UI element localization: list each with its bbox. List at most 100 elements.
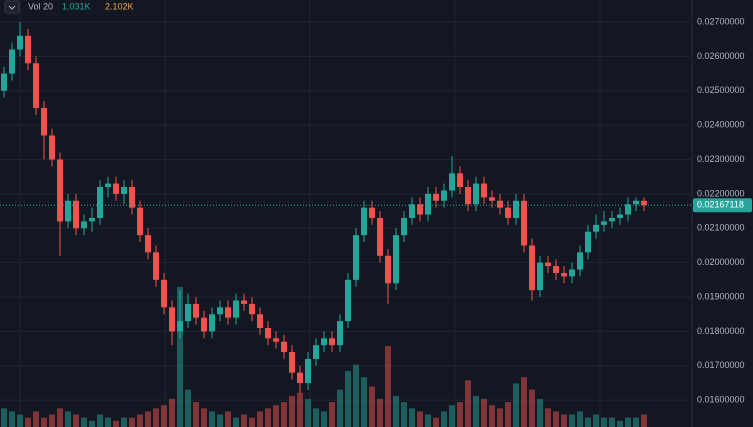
volume-bar bbox=[641, 414, 647, 427]
volume-bar bbox=[457, 402, 463, 427]
volume-bar bbox=[449, 405, 455, 427]
candle-body bbox=[193, 303, 199, 318]
volume-bar bbox=[577, 411, 583, 427]
candle-body bbox=[297, 372, 303, 383]
volume-bar bbox=[281, 402, 287, 427]
volume-bar bbox=[593, 414, 599, 427]
volume-bar bbox=[209, 411, 215, 427]
volume-bar bbox=[257, 411, 263, 427]
volume-bar bbox=[625, 417, 631, 427]
volume-bar bbox=[393, 395, 399, 427]
candle-body bbox=[145, 235, 151, 253]
volume-bar bbox=[273, 405, 279, 427]
candle-body bbox=[521, 200, 527, 246]
candle-body bbox=[217, 307, 223, 315]
candle-body bbox=[481, 183, 487, 198]
candle-body bbox=[185, 303, 191, 322]
volume-bar bbox=[585, 417, 591, 427]
candle-body bbox=[609, 217, 615, 222]
volume-bar bbox=[121, 417, 127, 427]
candle-body bbox=[497, 200, 503, 208]
candle-body bbox=[505, 207, 511, 218]
candle-body bbox=[353, 235, 359, 280]
candle-body bbox=[121, 187, 127, 194]
volume-bar bbox=[633, 417, 639, 427]
candle-body bbox=[577, 252, 583, 270]
candle-body bbox=[129, 187, 135, 208]
y-tick-label: 0.02000000 bbox=[697, 257, 745, 267]
volume-bar bbox=[233, 417, 239, 427]
volume-bar bbox=[601, 417, 607, 427]
candle-body bbox=[9, 49, 15, 74]
volume-bar bbox=[297, 392, 303, 427]
candle-body bbox=[257, 314, 263, 328]
candle-body bbox=[81, 221, 87, 229]
y-tick-label: 0.02400000 bbox=[697, 120, 745, 130]
y-tick-label: 0.02500000 bbox=[697, 85, 745, 95]
candle-body bbox=[273, 338, 279, 342]
candle-body bbox=[265, 327, 271, 339]
last-price-label: 0.02167118 bbox=[697, 200, 744, 210]
candle-body bbox=[537, 262, 543, 291]
volume-bar bbox=[129, 417, 135, 427]
volume-bar bbox=[33, 411, 39, 427]
volume-bar bbox=[241, 414, 247, 427]
volume-bar bbox=[521, 377, 527, 427]
candle-body bbox=[97, 187, 103, 218]
volume-bar bbox=[49, 414, 55, 427]
volume-bar bbox=[97, 414, 103, 427]
candle-body bbox=[49, 135, 55, 160]
volume-bar bbox=[529, 389, 535, 427]
volume-bar bbox=[617, 420, 623, 427]
volume-bar bbox=[217, 414, 223, 427]
candle-body bbox=[89, 217, 95, 222]
candle-body bbox=[561, 272, 567, 277]
volume-bar bbox=[489, 405, 495, 427]
candle-body bbox=[425, 193, 431, 215]
candle-body bbox=[449, 173, 455, 191]
volume-bar bbox=[441, 411, 447, 427]
collapse-button[interactable] bbox=[4, 0, 20, 14]
volume-bar bbox=[353, 364, 359, 427]
volume-bar bbox=[305, 399, 311, 427]
candle-body bbox=[417, 204, 423, 215]
volume-bar bbox=[169, 399, 175, 427]
candle-body bbox=[169, 307, 175, 332]
candle-body bbox=[393, 235, 399, 284]
candle-body bbox=[369, 207, 375, 218]
candle-body bbox=[441, 190, 447, 201]
candle-body bbox=[281, 341, 287, 353]
y-tick-label: 0.02200000 bbox=[697, 188, 745, 198]
candle-body bbox=[209, 314, 215, 332]
chevron-icon bbox=[8, 5, 16, 10]
volume-bar bbox=[425, 414, 431, 427]
legend-title: Vol 20 bbox=[28, 1, 53, 11]
volume-bar bbox=[561, 414, 567, 427]
volume-bar bbox=[193, 402, 199, 427]
candle-body bbox=[345, 279, 351, 322]
candle-body bbox=[465, 187, 471, 205]
volume-bar bbox=[81, 417, 87, 427]
candle-body bbox=[625, 204, 631, 215]
y-tick-label: 0.01800000 bbox=[697, 326, 745, 336]
volume-bar bbox=[505, 402, 511, 427]
last-price-box bbox=[693, 198, 752, 213]
volume-bar bbox=[417, 411, 423, 427]
candle-body bbox=[545, 262, 551, 267]
candle-body bbox=[529, 245, 535, 291]
candle-body bbox=[433, 193, 439, 201]
volume-bar bbox=[185, 389, 191, 427]
volume-bar bbox=[513, 383, 519, 427]
volume-bar bbox=[385, 346, 391, 427]
volume-bar bbox=[137, 414, 143, 427]
candle-body bbox=[73, 200, 79, 229]
volume-bar bbox=[537, 399, 543, 427]
candle-body bbox=[601, 221, 607, 225]
candle-body bbox=[329, 338, 335, 346]
candle-body bbox=[633, 200, 639, 205]
volume-bar bbox=[201, 408, 207, 427]
volume-bar bbox=[473, 395, 479, 427]
candle-body bbox=[113, 183, 119, 194]
